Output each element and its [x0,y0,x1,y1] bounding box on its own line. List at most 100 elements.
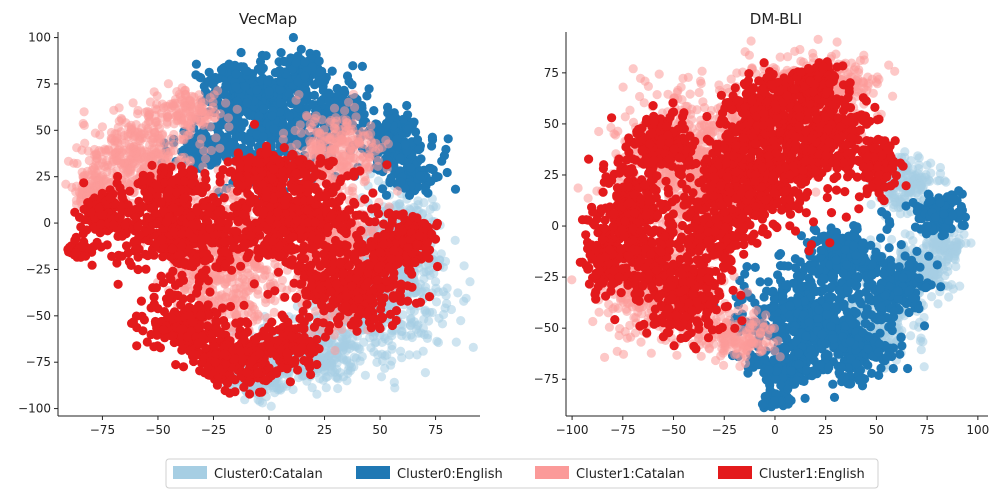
scatter-point [412,135,423,145]
scatter-point [236,47,246,58]
scatter-point [96,219,106,229]
scatter-point [395,153,405,163]
scatter-point [221,98,231,108]
scatter-point [242,97,252,108]
scatter-point [450,184,461,194]
scatter-point [231,226,241,236]
scatter-point [125,186,135,196]
scatter-point [450,235,460,245]
scatter-point [402,100,412,111]
scatter-point [203,276,213,286]
scatter-point [291,58,301,68]
scatter-point [217,290,227,300]
scatter-point [337,353,348,363]
scatter-point [169,227,179,237]
scatter-point [396,346,406,356]
scatter-point [368,188,378,198]
scatter-point [150,104,161,114]
scatter-point [300,71,310,81]
scatter-point [242,107,252,118]
scatter-point [390,383,400,393]
panel-title-vecmap: VecMap [239,10,297,28]
scatter-point [87,260,97,270]
scatter-point [266,401,276,411]
scatter-point [197,239,207,249]
scatter-point [120,220,130,230]
scatter-point [377,184,388,194]
scatter-point [336,134,346,145]
scatter-point [386,173,396,183]
scatter-point [211,262,221,272]
scatter-point [364,84,374,94]
scatter-point [124,257,134,267]
scatter-point [180,90,191,100]
scatter-point [150,127,160,137]
scatter-point [72,143,82,153]
scatter-point [431,277,441,287]
scatter-point [383,102,393,112]
scatter-point [128,98,138,108]
scatter-point [232,201,242,211]
panel-vecmap: VecMap −75 −50 −25 0 25 50 75−100−75−50−250255… [18,10,480,437]
scatter-point [133,105,143,116]
scatter-point [261,51,271,61]
scatter-point [130,159,140,169]
scatter-point [350,102,360,112]
scatter-point [255,396,265,406]
scatter-point [106,127,117,138]
scatter-point [329,103,340,113]
scatter-point [308,136,318,146]
scatter-point [79,215,90,225]
scatter-point [419,267,429,277]
scatter-point [133,264,143,275]
scatter-point [372,357,382,367]
scatter-point [442,167,452,178]
scatter-point [330,345,340,356]
scatter-point [401,331,411,341]
scatter-point [161,217,172,227]
scatter-point [177,241,187,251]
scatter-point [351,341,362,351]
scatter-point [392,186,403,196]
scatter-point [404,350,414,360]
scatter-point [290,125,300,136]
scatter-point [163,152,173,162]
scatter-point [441,291,451,301]
scatter-point [177,229,187,239]
scatter-point [459,296,469,306]
scatter-point [124,140,134,150]
scatter-point [152,219,162,229]
scatter-point [312,389,322,399]
scatter-point [94,203,104,214]
scatter-point [92,150,102,160]
scatter-point [301,110,312,121]
scatter-point [201,154,211,164]
scatter-point [437,319,448,329]
scatter-point [204,109,214,120]
scatter-point [196,73,206,83]
scatter-point [420,368,430,378]
scatter-point [348,61,358,71]
scatter-point [258,63,268,73]
scatter-point [309,117,319,127]
scatter-point [419,274,429,284]
scatter-point [403,124,413,134]
scatter-point [162,117,172,127]
scatter-point [196,134,206,144]
scatter-point [135,230,145,240]
scatter-point [115,158,125,168]
scatter-point [431,202,441,212]
scatter-point [343,368,353,378]
scatter-point [100,144,110,154]
scatter-point [114,103,124,113]
scatter-point [163,79,173,89]
scatter-point [423,330,433,340]
scatter-point [224,122,234,132]
scatter-point [268,383,279,393]
scatter-point [288,32,298,43]
scatter-point [80,138,90,148]
scatter-point [415,171,425,181]
scatter-point [348,89,359,99]
